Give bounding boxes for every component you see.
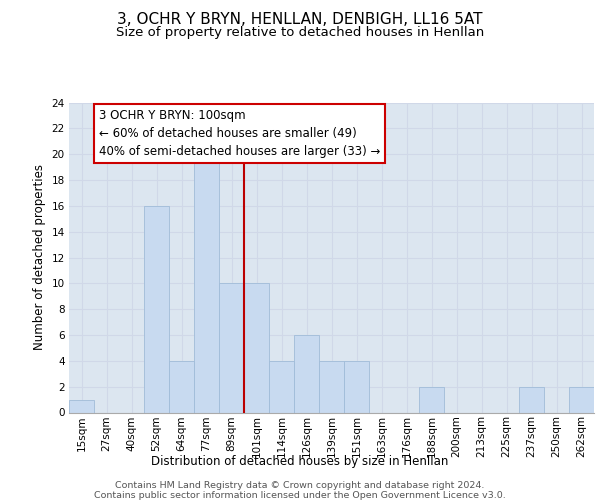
Y-axis label: Number of detached properties: Number of detached properties bbox=[33, 164, 46, 350]
Bar bbox=[419, 386, 444, 412]
Bar bbox=[319, 361, 344, 412]
Text: 3 OCHR Y BRYN: 100sqm
← 60% of detached houses are smaller (49)
40% of semi-deta: 3 OCHR Y BRYN: 100sqm ← 60% of detached … bbox=[99, 109, 380, 158]
Bar bbox=[219, 284, 244, 412]
Bar bbox=[519, 386, 544, 412]
Bar bbox=[144, 206, 169, 412]
Bar bbox=[294, 335, 319, 412]
Text: Contains HM Land Registry data © Crown copyright and database right 2024.: Contains HM Land Registry data © Crown c… bbox=[115, 481, 485, 490]
Text: Contains public sector information licensed under the Open Government Licence v3: Contains public sector information licen… bbox=[94, 491, 506, 500]
Bar bbox=[269, 361, 294, 412]
Text: Size of property relative to detached houses in Henllan: Size of property relative to detached ho… bbox=[116, 26, 484, 39]
Bar bbox=[169, 361, 194, 412]
Bar bbox=[344, 361, 369, 412]
Text: 3, OCHR Y BRYN, HENLLAN, DENBIGH, LL16 5AT: 3, OCHR Y BRYN, HENLLAN, DENBIGH, LL16 5… bbox=[117, 12, 483, 28]
Bar bbox=[244, 284, 269, 412]
Bar bbox=[569, 386, 594, 412]
Bar bbox=[194, 154, 219, 412]
Text: Distribution of detached houses by size in Henllan: Distribution of detached houses by size … bbox=[151, 455, 449, 468]
Bar bbox=[69, 400, 94, 412]
